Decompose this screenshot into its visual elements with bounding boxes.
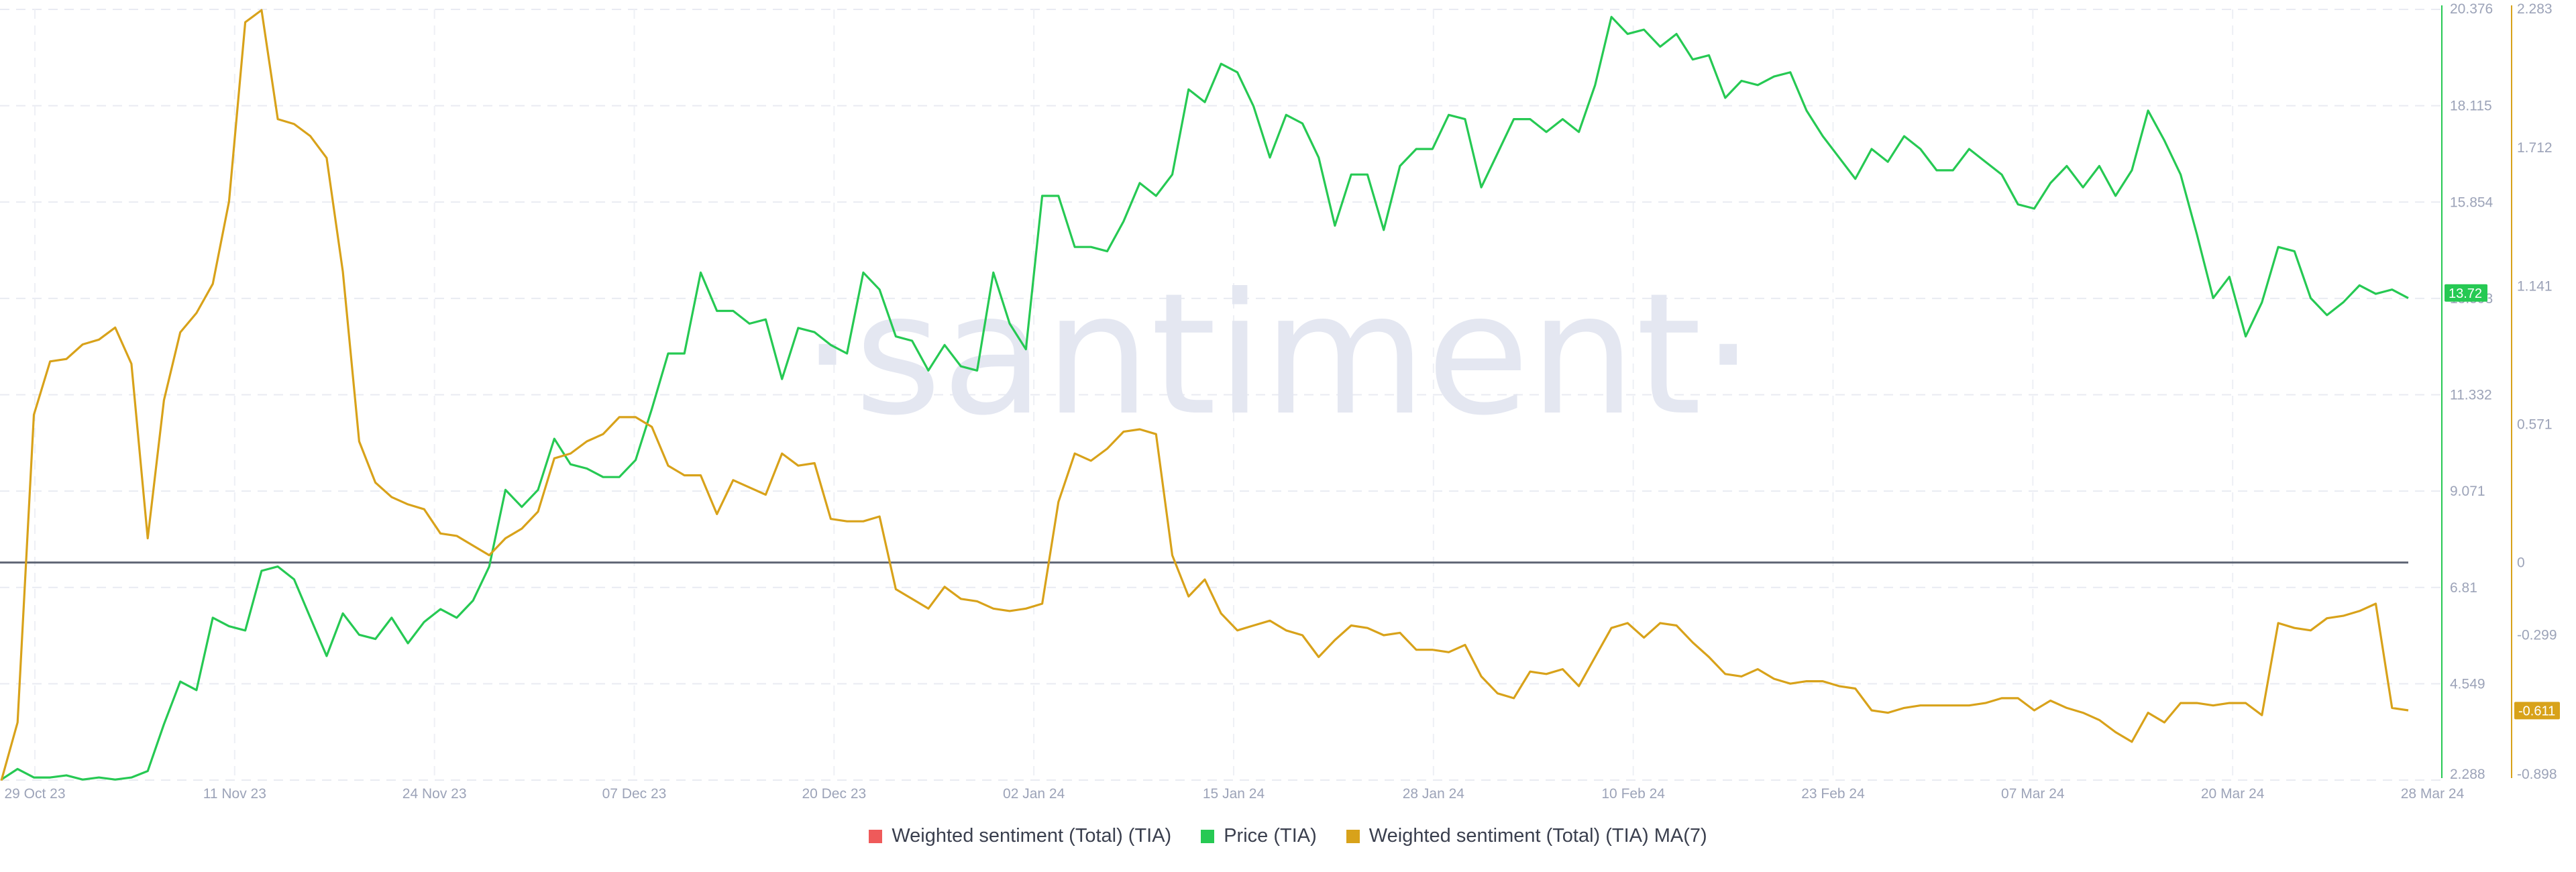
x-tick-label: 20 Mar 24	[2201, 786, 2265, 802]
x-tick-label: 28 Jan 24	[1403, 786, 1465, 802]
sentiment-last-value-text: -0.611	[2518, 704, 2555, 718]
price-tick-label: 9.071	[2450, 484, 2485, 499]
price-tick-label: 4.549	[2450, 676, 2485, 692]
x-axis-ticks: 29 Oct 23 11 Nov 23 24 Nov 23 07 Dec 23 20 D…	[4, 786, 2464, 802]
sentiment-tick-label: -0.898	[2517, 767, 2557, 782]
price-tick-label: 18.115	[2450, 99, 2492, 114]
legend-label: Weighted sentiment (Total) (TIA) MA(7)	[1368, 825, 1707, 847]
x-tick-label: 24 Nov 23	[402, 786, 467, 802]
x-tick-label: 15 Jan 24	[1203, 786, 1265, 802]
x-tick-label: 28 Mar 24	[2401, 786, 2465, 802]
sentiment-ma-line[interactable]	[0, 9, 2409, 781]
sentiment-tick-label: 1.141	[2517, 278, 2553, 294]
legend-swatch-gold	[1346, 829, 1360, 843]
sentiment-last-value-badge: -0.611	[2514, 702, 2560, 720]
grid-lines	[0, 9, 2442, 781]
santiment-watermark: ·santiment·	[801, 257, 1755, 452]
x-tick-label: 07 Dec 23	[602, 786, 667, 802]
chart-canvas: ·santiment· 29 Oct 23 11 Nov 23 24 Nov 23 0…	[0, 1, 2560, 802]
x-tick-label: 23 Feb 24	[1801, 786, 1865, 802]
price-tick-label: 20.376	[2450, 1, 2493, 17]
x-tick-label: 29 Oct 23	[4, 786, 65, 802]
price-tick-label: 11.332	[2450, 388, 2492, 403]
chart-legend: Weighted sentiment (Total) (TIA) Price (…	[0, 825, 2576, 847]
sentiment-tick-label: 0	[2517, 555, 2525, 571]
price-line[interactable]	[1, 15, 2409, 781]
sentiment-tick-label: 1.712	[2517, 140, 2553, 156]
sentiment-axis-ticks: 2.283 1.712 1.141 0.571 0 -0.299 -0.611 -0.898	[2517, 1, 2557, 782]
legend-item-weighted-sentiment[interactable]: Weighted sentiment (Total) (TIA)	[869, 825, 1171, 847]
price-axis-ticks: 20.37618.11515.85413.59311.3329.0716.814…	[2450, 1, 2493, 782]
x-tick-label: 11 Nov 23	[203, 786, 266, 802]
legend-swatch-green	[1201, 829, 1215, 843]
price-last-value-text: 13.72	[2449, 286, 2482, 301]
legend-label: Price (TIA)	[1224, 825, 1317, 847]
sentiment-tick-label: 2.283	[2517, 1, 2553, 17]
x-tick-label: 10 Feb 24	[1601, 786, 1665, 802]
price-tick-label: 15.854	[2450, 195, 2493, 210]
x-tick-label: 20 Dec 23	[802, 786, 866, 802]
legend-item-price[interactable]: Price (TIA)	[1201, 825, 1317, 847]
x-tick-label: 07 Mar 24	[2001, 786, 2065, 802]
x-tick-label: 02 Jan 24	[1003, 786, 1065, 802]
price-tick-label: 2.288	[2450, 767, 2485, 782]
sentiment-tick-label: 0.571	[2517, 417, 2553, 432]
price-last-value-badge: 13.72	[2445, 284, 2487, 302]
legend-item-weighted-sentiment-ma[interactable]: Weighted sentiment (Total) (TIA) MA(7)	[1346, 825, 1707, 847]
sentiment-tick-label: -0.299	[2517, 628, 2557, 643]
legend-swatch-red	[869, 829, 883, 843]
legend-label: Weighted sentiment (Total) (TIA)	[892, 825, 1172, 847]
price-tick-label: 6.81	[2450, 580, 2477, 596]
